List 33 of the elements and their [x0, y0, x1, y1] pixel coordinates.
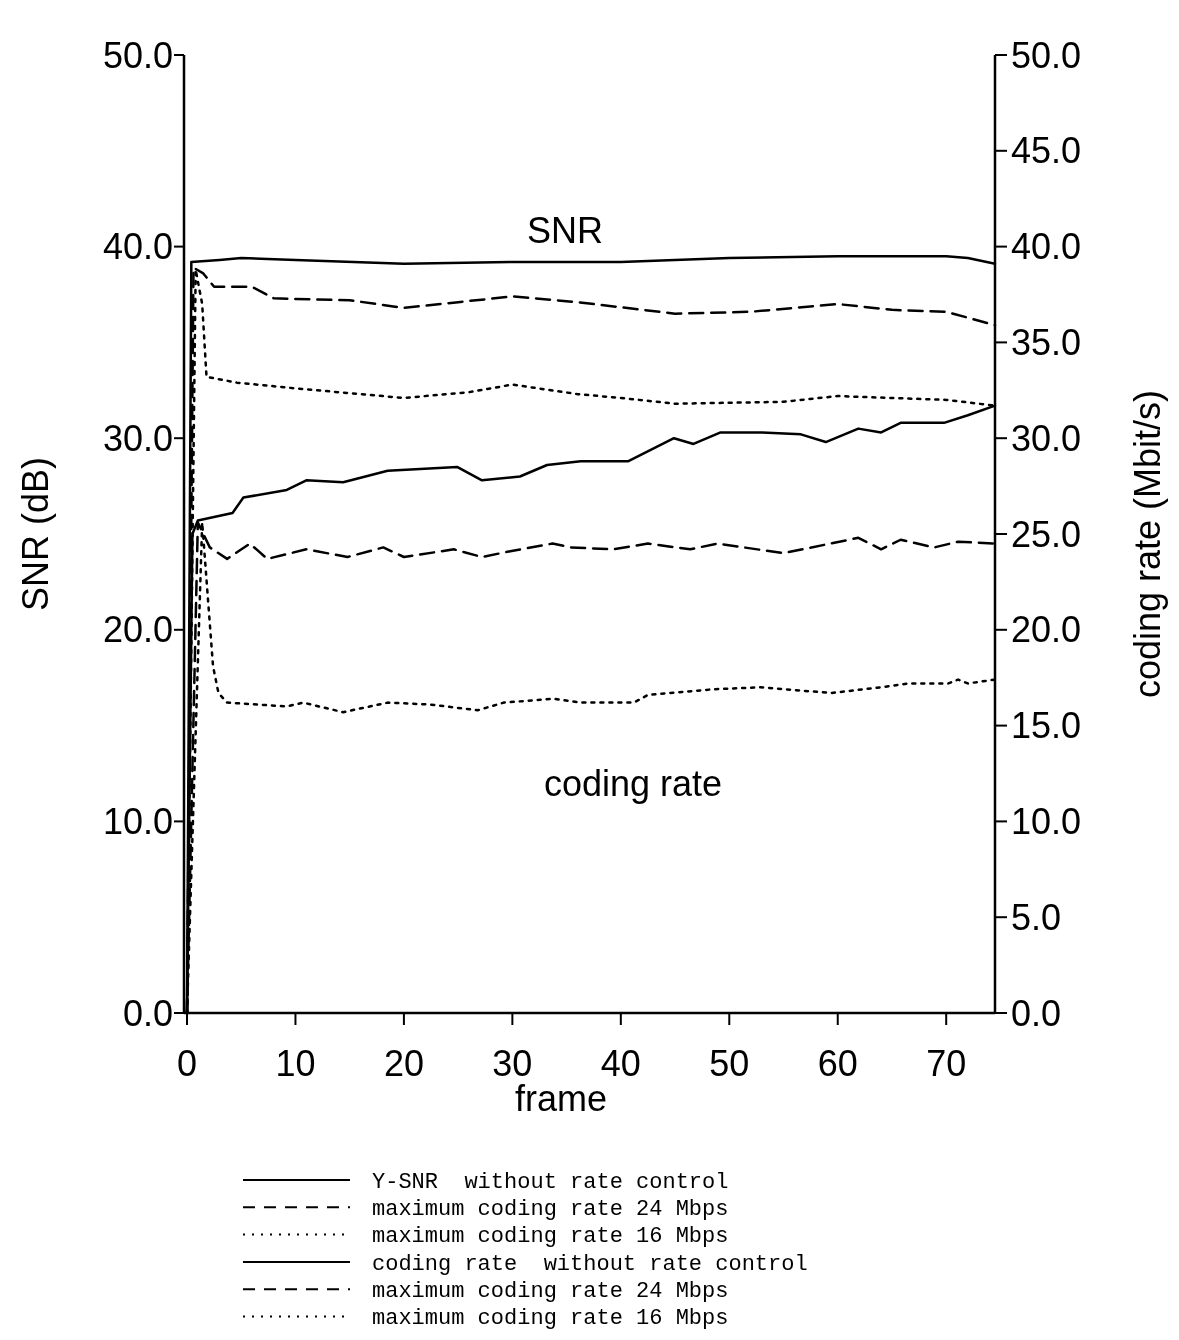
legend-label: coding rate without rate control [372, 1251, 808, 1277]
x-tick-label: 20 [383, 1042, 424, 1084]
y-tick-label: 30.0 [102, 417, 173, 459]
y2-tick-label: 50.0 [1011, 34, 1082, 76]
x-tick-label: 60 [817, 1042, 858, 1084]
y2-tick-label: 35.0 [1011, 322, 1082, 363]
y2-tick-label: 40.0 [1011, 226, 1082, 268]
legend-label: maximum coding rate 24 Mbps [372, 1197, 729, 1222]
y-tick-label: 0.0 [122, 992, 173, 1034]
y-tick-label: 10.0 [102, 801, 173, 842]
y2-axis-title: coding rate (Mbit/s) [1127, 389, 1168, 699]
y-tick-label: 20.0 [102, 609, 173, 651]
y2-tick-label: 10.0 [1011, 801, 1082, 842]
legend-label: Y-SNR without rate control [372, 1169, 729, 1195]
y2-tick-label: 15.0 [1011, 705, 1082, 747]
x-tick-label: 70 [926, 1042, 967, 1084]
y2-tick-label: 20.0 [1011, 609, 1082, 651]
y-tick-label: 50.0 [102, 34, 173, 76]
y-tick-label: 40.0 [102, 226, 173, 268]
y2-tick-label: 0.0 [1011, 992, 1062, 1034]
y2-tick-label: 30.0 [1011, 417, 1082, 459]
legend-label: maximum coding rate 24 Mbps [372, 1278, 729, 1304]
y2-tick-label: 45.0 [1011, 130, 1082, 172]
y2-tick-label: 25.0 [1011, 513, 1082, 555]
annotation: coding rate [543, 762, 723, 804]
x-tick-label: 0 [176, 1042, 198, 1084]
y-axis-title: SNR (dB) [15, 456, 56, 612]
legend-label: maximum coding rate 16 Mbps [372, 1224, 729, 1250]
annotation: SNR [526, 209, 604, 251]
x-tick-label: 10 [275, 1042, 316, 1084]
legend-label: maximum coding rate 16 Mbps [372, 1306, 729, 1332]
x-tick-label: 50 [709, 1042, 750, 1084]
y2-tick-label: 5.0 [1011, 896, 1062, 938]
